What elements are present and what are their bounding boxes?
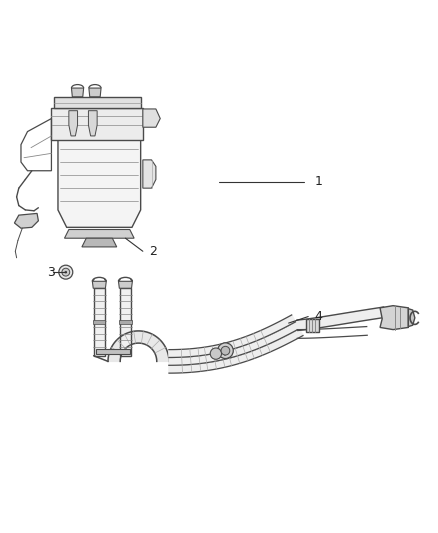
Polygon shape: [96, 349, 130, 353]
Polygon shape: [53, 97, 141, 108]
Polygon shape: [108, 331, 169, 361]
Polygon shape: [89, 88, 101, 97]
Polygon shape: [14, 213, 39, 228]
Polygon shape: [143, 160, 156, 188]
Text: 1: 1: [315, 175, 323, 188]
Polygon shape: [88, 111, 97, 136]
Circle shape: [221, 346, 230, 355]
Polygon shape: [118, 281, 132, 288]
Polygon shape: [120, 288, 131, 356]
Polygon shape: [169, 315, 296, 358]
Polygon shape: [58, 140, 141, 228]
Polygon shape: [51, 108, 143, 140]
Polygon shape: [119, 320, 131, 324]
Polygon shape: [93, 320, 106, 324]
Polygon shape: [306, 319, 319, 332]
Circle shape: [59, 265, 73, 279]
Polygon shape: [64, 230, 134, 238]
Text: 2: 2: [149, 245, 157, 258]
Polygon shape: [169, 322, 299, 365]
Circle shape: [218, 343, 233, 359]
Text: 3: 3: [47, 265, 55, 279]
Circle shape: [64, 271, 67, 273]
Polygon shape: [143, 109, 160, 127]
Polygon shape: [380, 305, 408, 329]
Polygon shape: [408, 309, 415, 327]
Polygon shape: [297, 307, 385, 330]
Polygon shape: [71, 88, 84, 97]
Polygon shape: [92, 281, 106, 288]
Polygon shape: [82, 238, 117, 247]
Polygon shape: [94, 288, 105, 356]
Text: 4: 4: [315, 310, 323, 323]
Circle shape: [62, 268, 70, 276]
Polygon shape: [169, 329, 303, 373]
Polygon shape: [69, 111, 78, 136]
Circle shape: [210, 348, 222, 359]
